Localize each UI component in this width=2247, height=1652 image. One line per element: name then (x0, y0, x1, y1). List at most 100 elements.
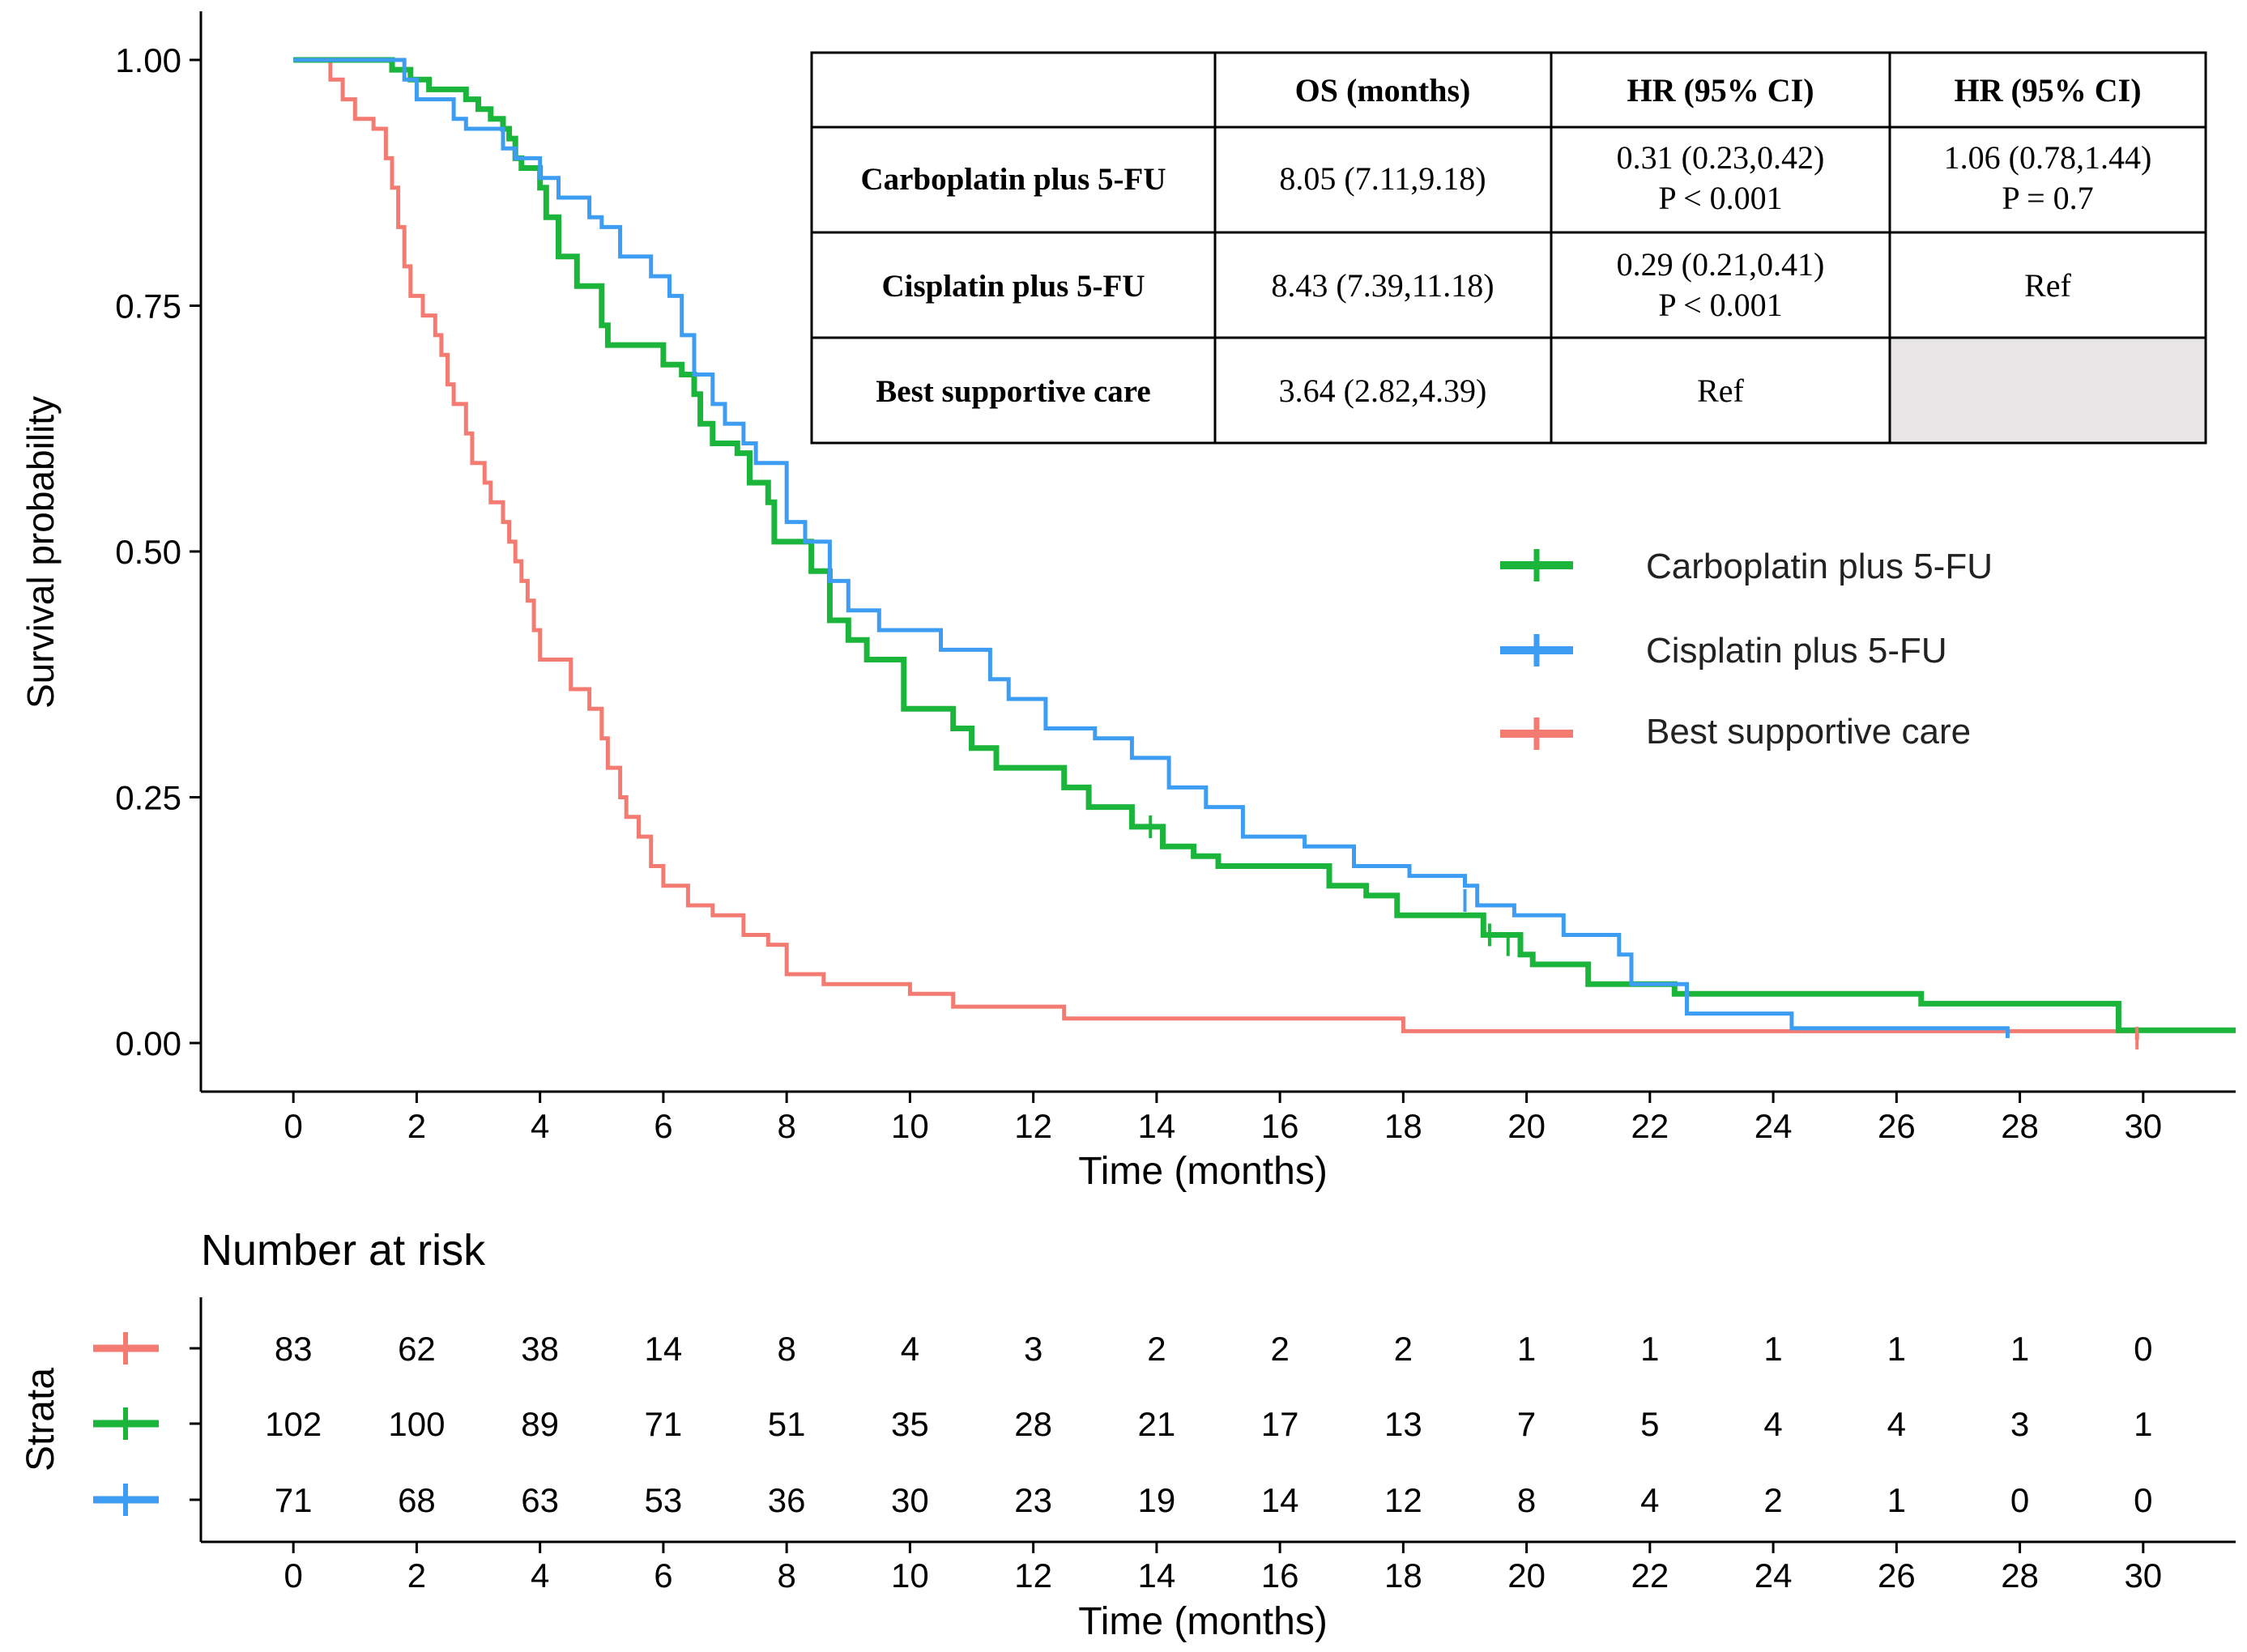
y-tick-label: 0.50 (115, 533, 181, 571)
x-ticks: 0 2 4 6 8 10 12 14 16 18 20 22 24 26 28 30 (284, 1092, 2162, 1145)
legend-item-carboplatin: Carboplatin plus 5-FU (1500, 547, 1993, 586)
survival-curve-cisplatin (293, 57, 2010, 1038)
risk-cell: 28 (1014, 1405, 1052, 1443)
y-tick-label: 0.00 (115, 1024, 181, 1062)
risk-cell: 0 (2134, 1330, 2152, 1368)
risk-cell: 5 (1640, 1405, 1659, 1443)
risk-cell: 14 (1261, 1481, 1299, 1519)
risk-x-tick-label: 12 (1014, 1556, 1052, 1595)
risk-x-tick-label: 6 (654, 1556, 672, 1595)
risk-x-label: Time (months) (1078, 1600, 1328, 1643)
risk-cell: 63 (521, 1481, 559, 1519)
x-tick-label: 30 (2124, 1107, 2162, 1145)
x-tick-label: 8 (777, 1107, 795, 1145)
risk-cell: 1 (1887, 1481, 1906, 1519)
risk-cell: 71 (645, 1405, 683, 1443)
table-row-label: Carboplatin plus 5-FU (860, 162, 1166, 197)
risk-cell: 62 (398, 1330, 436, 1368)
table-cell-hr1: Ref (1697, 373, 1744, 409)
risk-cell: 30 (891, 1481, 929, 1519)
risk-cell: 4 (1640, 1481, 1659, 1519)
risk-cell: 68 (398, 1481, 436, 1519)
risk-cell: 3 (1024, 1330, 1042, 1368)
risk-x-tick-label: 20 (1507, 1556, 1546, 1595)
table-cell-hr2: 1.06 (0.78,1.44) (1944, 139, 2152, 176)
risk-x-tick-label: 30 (2124, 1556, 2162, 1595)
censor-marks (1149, 815, 2139, 1050)
x-tick-label: 10 (891, 1107, 929, 1145)
x-tick-label: 20 (1507, 1107, 1546, 1145)
risk-y-label: Strata (19, 1368, 62, 1471)
table-cell-hr1: 0.31 (0.23,0.42) (1617, 139, 1825, 176)
x-tick-label: 18 (1384, 1107, 1422, 1145)
risk-cell: 12 (1384, 1481, 1422, 1519)
legend: Carboplatin plus 5-FU Cisplatin plus 5-F… (1500, 547, 1993, 751)
table-header-hr2: HR (95% CI) (1954, 72, 2141, 109)
risk-cell: 1 (1640, 1330, 1659, 1368)
x-tick-label: 2 (407, 1107, 426, 1145)
x-tick-label: 24 (1755, 1107, 1793, 1145)
table-cell-hr1-p: P < 0.001 (1658, 180, 1782, 216)
risk-x-tick-label: 4 (531, 1556, 549, 1595)
x-axis-label: Time (months) (1078, 1150, 1328, 1193)
risk-cell: 8 (1517, 1481, 1536, 1519)
risk-cell: 100 (388, 1405, 445, 1443)
risk-cell: 17 (1261, 1405, 1299, 1443)
risk-x-tick-label: 26 (1878, 1556, 1916, 1595)
risk-cell: 2 (1270, 1330, 1289, 1368)
risk-cell: 71 (275, 1481, 313, 1519)
y-axis-label: Survival probability (19, 396, 62, 709)
legend-label-cisplatin: Cisplatin plus 5-FU (1646, 631, 1947, 671)
risk-cell: 35 (891, 1405, 929, 1443)
table-cell-hr1-p: P < 0.001 (1658, 287, 1782, 323)
legend-item-bsc: Best supportive care (1500, 712, 1971, 751)
risk-cell: 1 (2134, 1405, 2152, 1443)
x-tick-label: 14 (1138, 1107, 1176, 1145)
y-ticks: 0.00 0.25 0.50 0.75 1.00 (115, 41, 201, 1062)
x-tick-label: 12 (1014, 1107, 1052, 1145)
risk-cell: 51 (768, 1405, 806, 1443)
table-header-hr1: HR (95% CI) (1627, 72, 1814, 109)
x-tick-label: 4 (531, 1107, 549, 1145)
survival-curves (293, 57, 2236, 1041)
table-row-label: Cisplatin plus 5-FU (881, 269, 1145, 304)
risk-x-tick-label: 24 (1755, 1556, 1793, 1595)
risk-cell: 8 (777, 1330, 795, 1368)
table-cell-os: 8.05 (7.11,9.18) (1279, 160, 1486, 197)
risk-cell: 38 (521, 1330, 559, 1368)
risk-x-tick-label: 10 (891, 1556, 929, 1595)
risk-cell: 3 (2010, 1405, 2029, 1443)
risk-cell: 23 (1014, 1481, 1052, 1519)
risk-cell: 1 (1763, 1330, 1782, 1368)
y-tick-label: 0.25 (115, 779, 181, 817)
risk-cell: 83 (275, 1330, 313, 1368)
y-tick-label: 0.75 (115, 287, 181, 326)
table-cell-hr1: 0.29 (0.21,0.41) (1617, 246, 1825, 283)
risk-cell: 2 (1147, 1330, 1166, 1368)
table-row-label: Best supportive care (876, 374, 1150, 409)
table-cell-hr2-p: P = 0.7 (2002, 180, 2093, 216)
risk-cell: 14 (645, 1330, 683, 1368)
risk-cell: 1 (1887, 1330, 1906, 1368)
risk-cell: 1 (1517, 1330, 1536, 1368)
risk-cell: 19 (1138, 1481, 1176, 1519)
risk-x-tick-label: 28 (2001, 1556, 2039, 1595)
table-cell-os: 3.64 (2.82,4.39) (1279, 373, 1487, 409)
x-tick-label: 6 (654, 1107, 672, 1145)
km-plot: 0.000.250.500.751.00 0 2 4 6 8 10 12 14 16 18 20 22… (19, 11, 2236, 1193)
risk-x-tick-label: 16 (1261, 1556, 1299, 1595)
risk-table: Number at risk Strata Time (months) 83 62… (19, 1226, 2236, 1643)
risk-cell: 0 (2134, 1481, 2152, 1519)
risk-x-tick-label: 2 (407, 1556, 426, 1595)
survival-curve-bsc (293, 57, 2139, 1041)
risk-cell: 102 (265, 1405, 322, 1443)
risk-x-tick-label: 22 (1631, 1556, 1669, 1595)
risk-cell: 4 (1887, 1405, 1906, 1443)
legend-label-bsc: Best supportive care (1646, 712, 1971, 751)
table-grey-cell (1890, 338, 2206, 443)
risk-cell: 0 (2010, 1481, 2029, 1519)
risk-cell: 36 (768, 1481, 806, 1519)
risk-x-tick-label: 8 (777, 1556, 795, 1595)
table-cell-hr2: Ref (2024, 267, 2071, 304)
